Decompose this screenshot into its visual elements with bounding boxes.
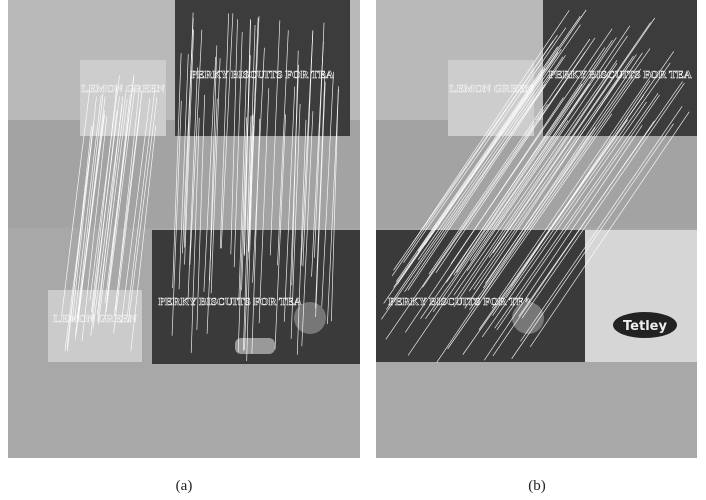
box-text: PERKY BISCUITS FOR TEA (158, 296, 301, 308)
light-box (585, 230, 697, 362)
figure: LEMON GREEN PERKY BISCUITS FOR TEA LEMON… (0, 0, 706, 500)
panel-label: (b) (528, 478, 546, 494)
biscuit (235, 338, 275, 354)
light-box (448, 60, 534, 136)
panel-label: (a) (176, 478, 193, 494)
logo-text: Tetley (623, 319, 667, 334)
box-text: PERKY BISCUITS FOR TEA (190, 69, 333, 81)
box-text: LEMON GREEN (81, 83, 164, 95)
biscuit (512, 302, 544, 334)
